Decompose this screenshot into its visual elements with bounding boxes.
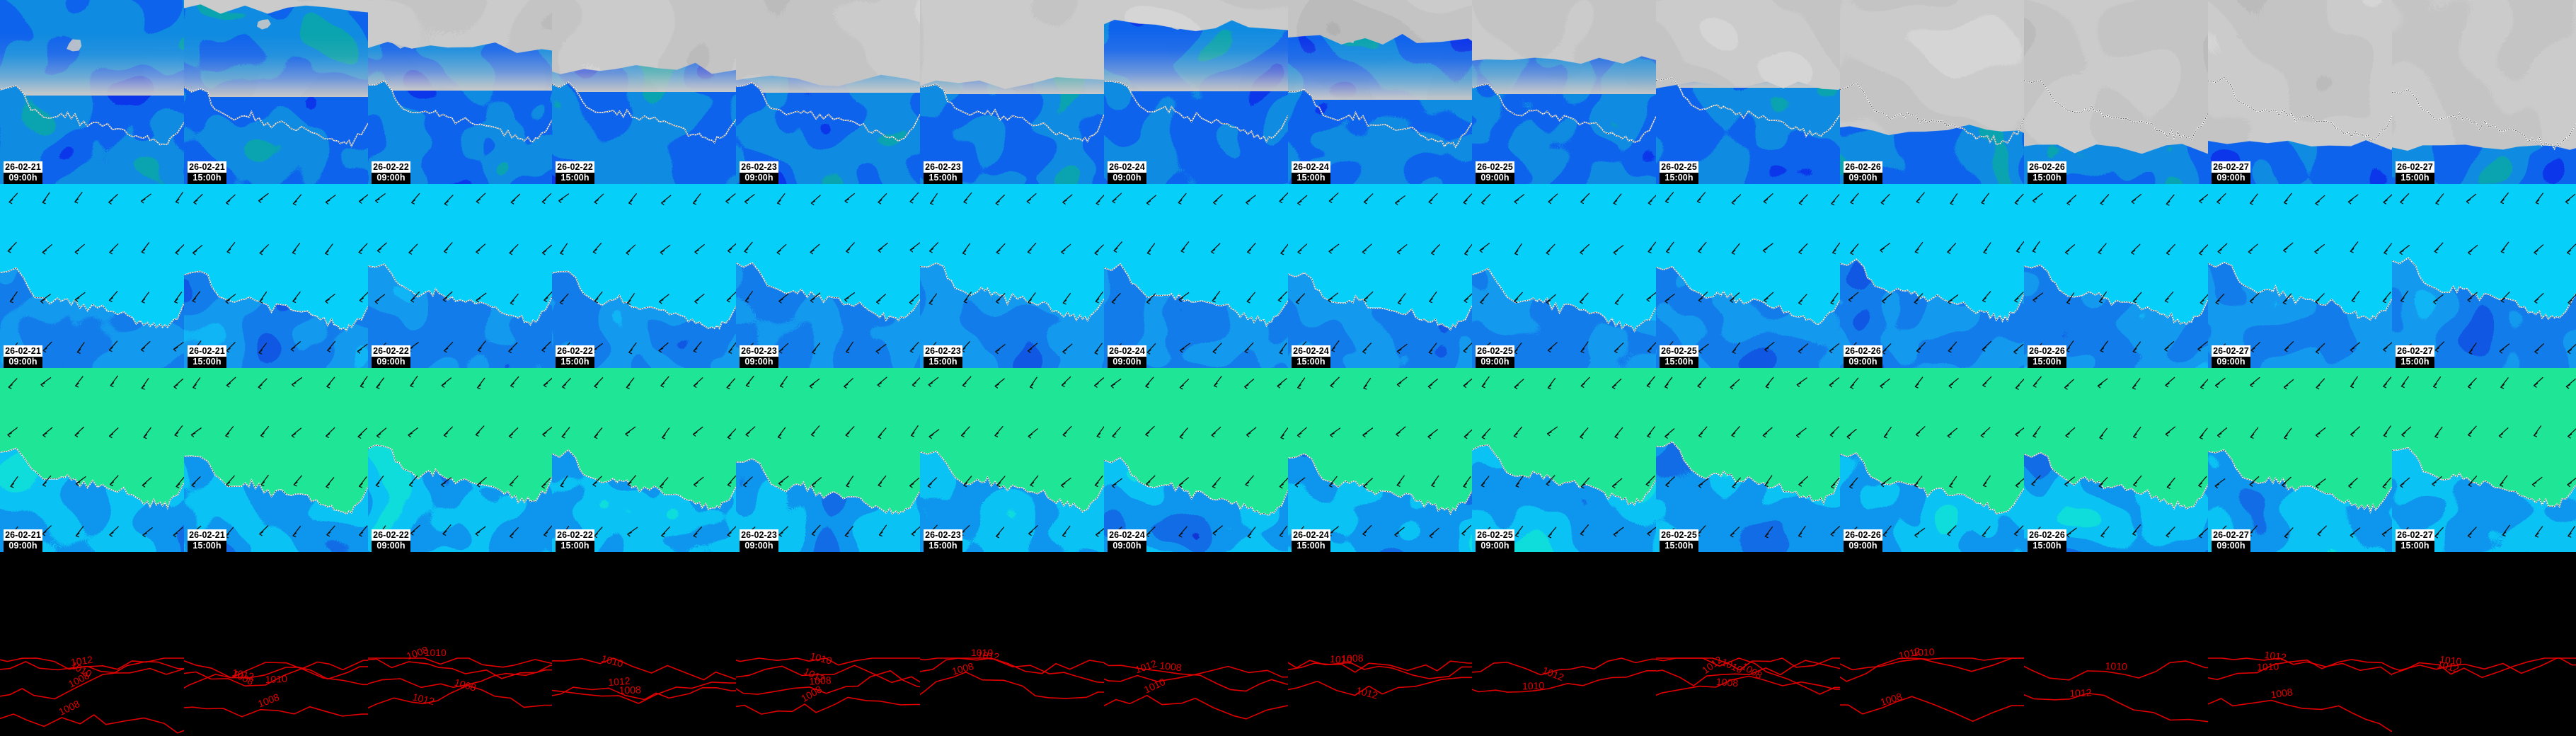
svg-text:1012: 1012 — [1355, 684, 1379, 701]
svg-text:1010: 1010 — [1522, 679, 1545, 691]
svg-text:1010: 1010 — [2257, 661, 2279, 673]
svg-text:1008: 1008 — [799, 683, 824, 704]
svg-text:1010: 1010 — [600, 652, 624, 669]
svg-text:1008: 1008 — [1159, 660, 1183, 673]
svg-text:1012: 1012 — [70, 654, 93, 668]
svg-text:1012: 1012 — [1700, 654, 1725, 677]
svg-text:1010: 1010 — [809, 650, 833, 667]
svg-text:1010: 1010 — [1912, 646, 1935, 658]
svg-text:1010: 1010 — [2105, 660, 2127, 672]
svg-text:1008: 1008 — [1716, 676, 1739, 689]
svg-text:1010: 1010 — [1142, 676, 1167, 696]
svg-text:1008: 1008 — [57, 698, 81, 718]
svg-text:1008: 1008 — [809, 674, 832, 687]
svg-text:1010: 1010 — [265, 673, 287, 685]
svg-text:1008: 1008 — [2270, 686, 2294, 700]
svg-text:1010: 1010 — [2439, 653, 2463, 667]
svg-text:1012: 1012 — [411, 691, 435, 708]
svg-text:1012: 1012 — [1541, 665, 1565, 684]
svg-text:1008: 1008 — [256, 691, 281, 710]
svg-text:1010: 1010 — [1330, 653, 1352, 666]
svg-text:1012: 1012 — [2069, 686, 2092, 699]
svg-text:1012: 1012 — [1134, 657, 1158, 675]
svg-text:1012: 1012 — [977, 649, 1000, 662]
svg-text:1008: 1008 — [1879, 691, 1904, 708]
svg-text:1012: 1012 — [608, 675, 631, 689]
